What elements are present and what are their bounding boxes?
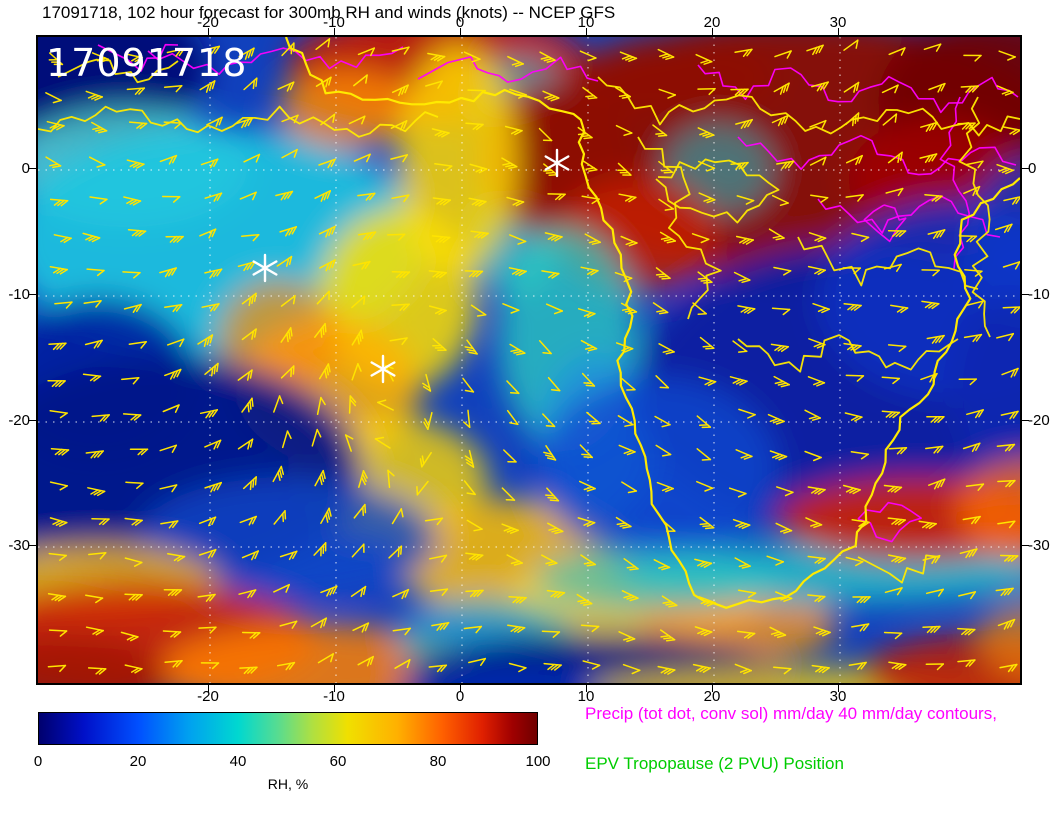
- lat-tick-label-left: -10: [8, 286, 30, 303]
- axis-tick-mark: [334, 685, 335, 692]
- colorbar-tick-label: 20: [129, 753, 147, 770]
- axis-tick-mark: [586, 685, 587, 692]
- lon-tick-label-bottom: -20: [197, 688, 219, 705]
- axis-tick-mark: [334, 28, 335, 35]
- lat-tick-label-right: -30: [1028, 537, 1050, 554]
- axis-tick-mark: [208, 685, 209, 692]
- axis-tick-mark: [838, 685, 839, 692]
- graticule: [38, 37, 1020, 683]
- lon-tick-label-top: 0: [455, 14, 465, 31]
- lat-tick-label-left: -20: [8, 412, 30, 429]
- axis-tick-mark: [460, 685, 461, 692]
- colorbar-tick-label: 80: [429, 753, 447, 770]
- lon-tick-label-bottom: -10: [323, 688, 345, 705]
- axis-tick-mark: [586, 28, 587, 35]
- axis-tick-mark: [1022, 420, 1029, 421]
- wind-barbs: [45, 38, 1020, 675]
- colorbar-tick-label: 0: [33, 753, 43, 770]
- axis-tick-mark: [29, 420, 36, 421]
- axis-tick-mark: [29, 545, 36, 546]
- legend-epv: EPV Tropopause (2 PVU) Position: [585, 754, 844, 773]
- lon-tick-label-bottom: 20: [703, 688, 721, 705]
- lon-tick-label-top: 20: [703, 14, 721, 31]
- axis-tick-mark: [1022, 168, 1029, 169]
- lat-tick-label-right: -20: [1028, 412, 1050, 429]
- rh-field: [38, 37, 1020, 683]
- colorbar-tick-label: 40: [229, 753, 247, 770]
- colorbar-tick-label: 100: [525, 753, 551, 770]
- lat-tick-label-right: -10: [1028, 286, 1050, 303]
- storm-markers: [252, 148, 570, 384]
- axis-tick-mark: [29, 294, 36, 295]
- axis-tick-mark: [208, 28, 209, 35]
- init-time-overlay-label: 17091718: [46, 41, 248, 85]
- colorbar-axis-label: RH, %: [267, 776, 309, 792]
- lat-tick-label-left: -30: [8, 537, 30, 554]
- lon-tick-label-top: -20: [197, 14, 219, 31]
- axis-tick-mark: [29, 168, 36, 169]
- axis-tick-mark: [460, 28, 461, 35]
- lat-tick-label-right: 0: [1028, 160, 1037, 177]
- lon-tick-label-top: 10: [577, 14, 595, 31]
- rh-wind-map-canvas: [38, 37, 1020, 683]
- chart-title: 17091718, 102 hour forecast for 300mb RH…: [42, 3, 616, 22]
- coastline-and-contours: [38, 37, 1020, 609]
- rh-colorbar: [38, 712, 538, 745]
- axis-tick-mark: [712, 685, 713, 692]
- lon-tick-label-bottom: 0: [455, 688, 465, 705]
- axis-tick-mark: [1022, 294, 1029, 295]
- axis-tick-mark: [838, 28, 839, 35]
- lon-tick-label-bottom: 30: [829, 688, 847, 705]
- precip-contours: [97, 43, 1019, 543]
- axis-tick-mark: [712, 28, 713, 35]
- map-plot: 17091718: [36, 35, 1022, 685]
- lon-tick-label-top: -10: [323, 14, 345, 31]
- axis-tick-mark: [1022, 545, 1029, 546]
- lat-tick-label-left: 0: [21, 160, 30, 177]
- colorbar-tick-label: 60: [329, 753, 347, 770]
- lon-tick-label-top: 30: [829, 14, 847, 31]
- lon-tick-label-bottom: 10: [577, 688, 595, 705]
- legend-precip: Precip (tot dot, conv sol) mm/day 40 mm/…: [585, 704, 997, 723]
